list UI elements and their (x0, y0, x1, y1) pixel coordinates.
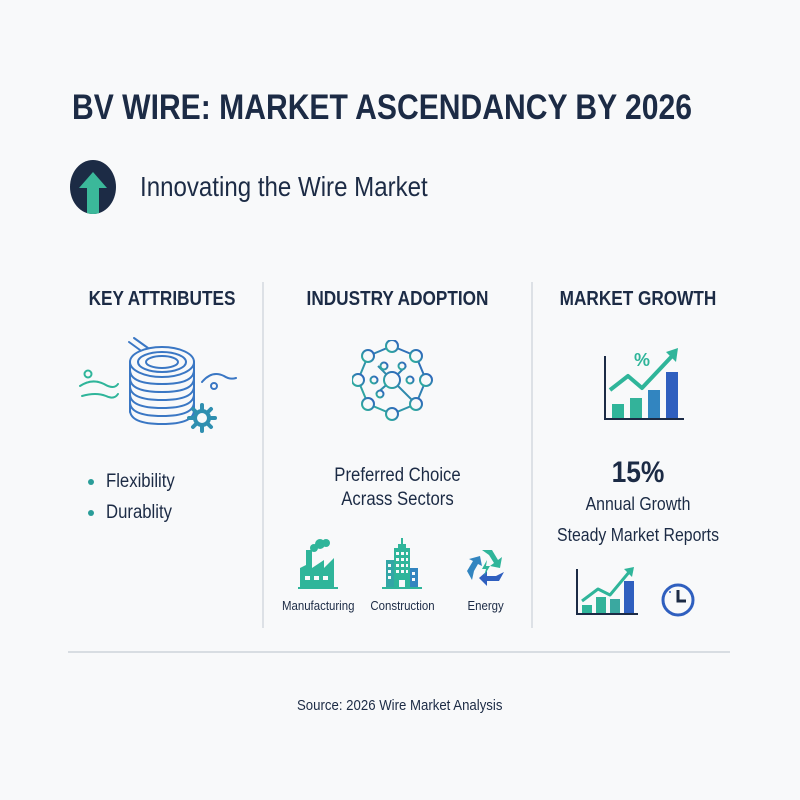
network-nodes-icon (351, 339, 448, 441)
wire-coil-gear-icon (78, 334, 238, 443)
list-item: Flexibility (88, 466, 184, 497)
market-growth-heading: MARKET GROWTH (559, 288, 717, 310)
small-growth-chart-icon (576, 565, 640, 622)
clock-icon (660, 582, 696, 623)
industry-adoption-heading: INDUSTRY ADOPTION (306, 288, 489, 310)
svg-text:%: % (634, 350, 650, 370)
sector-energy: Energy (444, 538, 528, 613)
subtitle-row: Innovating the Wire Market (70, 160, 475, 214)
footer-divider (68, 651, 730, 653)
bullet-dot (88, 478, 94, 485)
column-divider (531, 282, 533, 628)
growth-stat-label: Annual Growth (585, 494, 691, 514)
column-divider (262, 282, 264, 628)
sector-construction: Construction (360, 538, 444, 613)
up-arrow-icon (70, 160, 116, 214)
attributes-list: Flexibility Durablity (88, 466, 184, 528)
sector-manufacturing: Manufacturing (276, 538, 360, 613)
growth-note: Steady Market Reports (556, 525, 719, 545)
bullet-dot (88, 509, 94, 516)
source-note: Source: 2026 Wire Market Analysis (297, 697, 503, 714)
list-item: Durablity (88, 497, 184, 528)
page-subtitle: Innovating the Wire Market (140, 171, 428, 202)
key-attributes-heading: KEY ATTRIBUTES (88, 288, 236, 310)
adoption-description: Preferred Choice Acrass Sectors (334, 465, 461, 510)
factory-icon (298, 539, 338, 589)
growth-stat: 15% (611, 456, 665, 489)
growth-chart-percent-icon: % (604, 344, 686, 429)
building-icon (382, 538, 422, 589)
recycle-energy-icon (467, 550, 504, 586)
page-title: BV WIRE: MARKET ASCENDANCY BY 2026 (72, 88, 692, 127)
